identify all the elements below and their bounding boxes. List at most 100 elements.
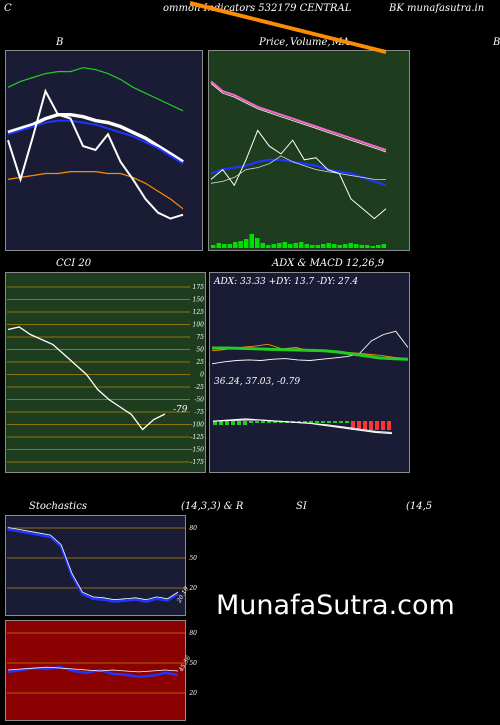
macd-histogram-bar — [237, 421, 241, 425]
macd-histogram-bar — [375, 421, 379, 430]
volume-bar — [299, 242, 304, 248]
adx-panel — [209, 272, 410, 473]
volume-bar — [332, 244, 337, 248]
bollinger-mid-band-outer — [7, 112, 184, 164]
macd-histogram-bar — [369, 421, 373, 430]
volume-bar — [348, 243, 353, 248]
cci-tick-label: -50 — [194, 397, 204, 404]
stoch-label-mid: (14,3,3) & R — [181, 501, 244, 512]
cci-panel — [5, 272, 206, 473]
rsi-tick-label: 50 — [189, 660, 197, 667]
cci-label: CCI 20 — [56, 258, 92, 269]
macd-histogram-bar — [273, 421, 277, 423]
cci-tick-label: -150 — [191, 447, 205, 454]
macd-histogram-bar — [315, 421, 319, 423]
cci-tick-label: 100 — [193, 322, 205, 329]
macd-histogram-bar — [267, 421, 271, 423]
cci-tick-label: -25 — [194, 384, 204, 391]
macd-histogram-bar — [345, 421, 349, 423]
rsi-tick-label: 20 — [188, 690, 197, 697]
macd-histogram-bar — [333, 421, 337, 423]
cci-line — [7, 326, 166, 431]
bollinger-mid-band — [7, 119, 184, 165]
volume-bar — [354, 244, 359, 248]
volume-bar — [260, 243, 265, 248]
macd-histogram-bar — [213, 421, 217, 425]
bollinger-edge-label: B — [493, 37, 500, 48]
stoch-label-si: SI — [296, 501, 307, 512]
volume-bar — [370, 246, 375, 248]
volume-bar — [233, 242, 238, 248]
price-line — [210, 129, 387, 220]
volume-bar — [315, 245, 320, 248]
cci-tick-label: 175 — [193, 284, 205, 291]
macd-histogram-bar — [321, 421, 325, 423]
rsi-signal-line — [7, 666, 179, 673]
stoch-label-left: Stochastics — [29, 501, 87, 512]
stoch-d-line — [7, 527, 179, 601]
macd-histogram-bar — [255, 421, 259, 423]
cci-tick-label: -125 — [191, 434, 205, 441]
bollinger-label: B — [56, 37, 64, 48]
volume-bar — [249, 234, 254, 248]
macd-histogram-bar — [261, 421, 265, 423]
stoch-tick-label: 80 — [189, 525, 197, 532]
cci-last-value: -79 — [173, 405, 188, 415]
adx-label: ADX & MACD 12,26,9 — [272, 258, 385, 269]
volume-bar — [282, 242, 287, 248]
volume-bar — [293, 243, 298, 248]
volume-bar — [227, 244, 232, 248]
header-right-text: BK munafasutra.in — [389, 3, 485, 14]
bollinger-upper-band — [7, 67, 184, 112]
macd-histogram-bar — [243, 421, 247, 425]
volume-bar — [255, 238, 260, 248]
volume-bar — [321, 244, 326, 248]
macd-histogram-bar — [303, 421, 307, 423]
volume-bar — [376, 245, 381, 248]
macd-histogram-bar — [225, 421, 229, 425]
price-label-2: Volume, — [290, 37, 331, 48]
volume-bar — [337, 245, 342, 248]
header-title: ommon Indicators 532179 CENTRAL — [163, 3, 352, 14]
watermark: MunafaSutra.com — [216, 590, 455, 621]
macd-histogram-bar — [309, 421, 313, 423]
volume-bar — [271, 244, 276, 248]
macd-histogram-bar — [339, 421, 343, 423]
stoch-label-right: (14,5 — [406, 501, 433, 512]
bollinger-price-line — [7, 88, 184, 220]
macd-histogram-bar — [219, 421, 223, 425]
volume-bar — [343, 244, 348, 248]
volume-bar — [238, 241, 243, 248]
macd-histogram-bar — [327, 421, 331, 423]
cci-tick-label: -75 — [194, 409, 204, 416]
macd-histogram-bar — [351, 421, 355, 430]
macd-histogram-bar — [249, 421, 253, 423]
stoch-tick-label: 50 — [189, 555, 197, 562]
cci-tick-label: 150 — [193, 297, 205, 304]
volume-bar — [277, 243, 282, 248]
volume-bar — [211, 245, 216, 248]
volume-bar — [288, 244, 293, 248]
volume-bar — [381, 244, 386, 248]
volume-bar — [310, 245, 315, 248]
volume-bar — [359, 245, 364, 248]
cci-tick-label: 0 — [200, 372, 204, 379]
volume-bar — [222, 244, 227, 248]
stoch-k-line — [7, 528, 179, 603]
header-trend-swoosh — [189, 1, 387, 54]
volume-bar — [244, 239, 249, 248]
price-ma-long-white — [210, 83, 387, 153]
cci-tick-label: 125 — [193, 309, 205, 316]
cci-tick-label: 50 — [196, 347, 204, 354]
adx-plus-di — [212, 346, 409, 361]
macd-histogram-bar — [357, 421, 361, 430]
volume-bar — [266, 245, 271, 248]
bollinger-lower-band — [7, 171, 184, 210]
macd-values-text: 36.24, 37.03, -0.79 — [214, 377, 300, 387]
adx-line — [211, 330, 409, 365]
macd-histogram-bar — [297, 421, 301, 423]
cci-tick-label: 75 — [196, 334, 204, 341]
macd-histogram-bar — [381, 421, 385, 430]
header-left-char: C — [4, 3, 12, 14]
